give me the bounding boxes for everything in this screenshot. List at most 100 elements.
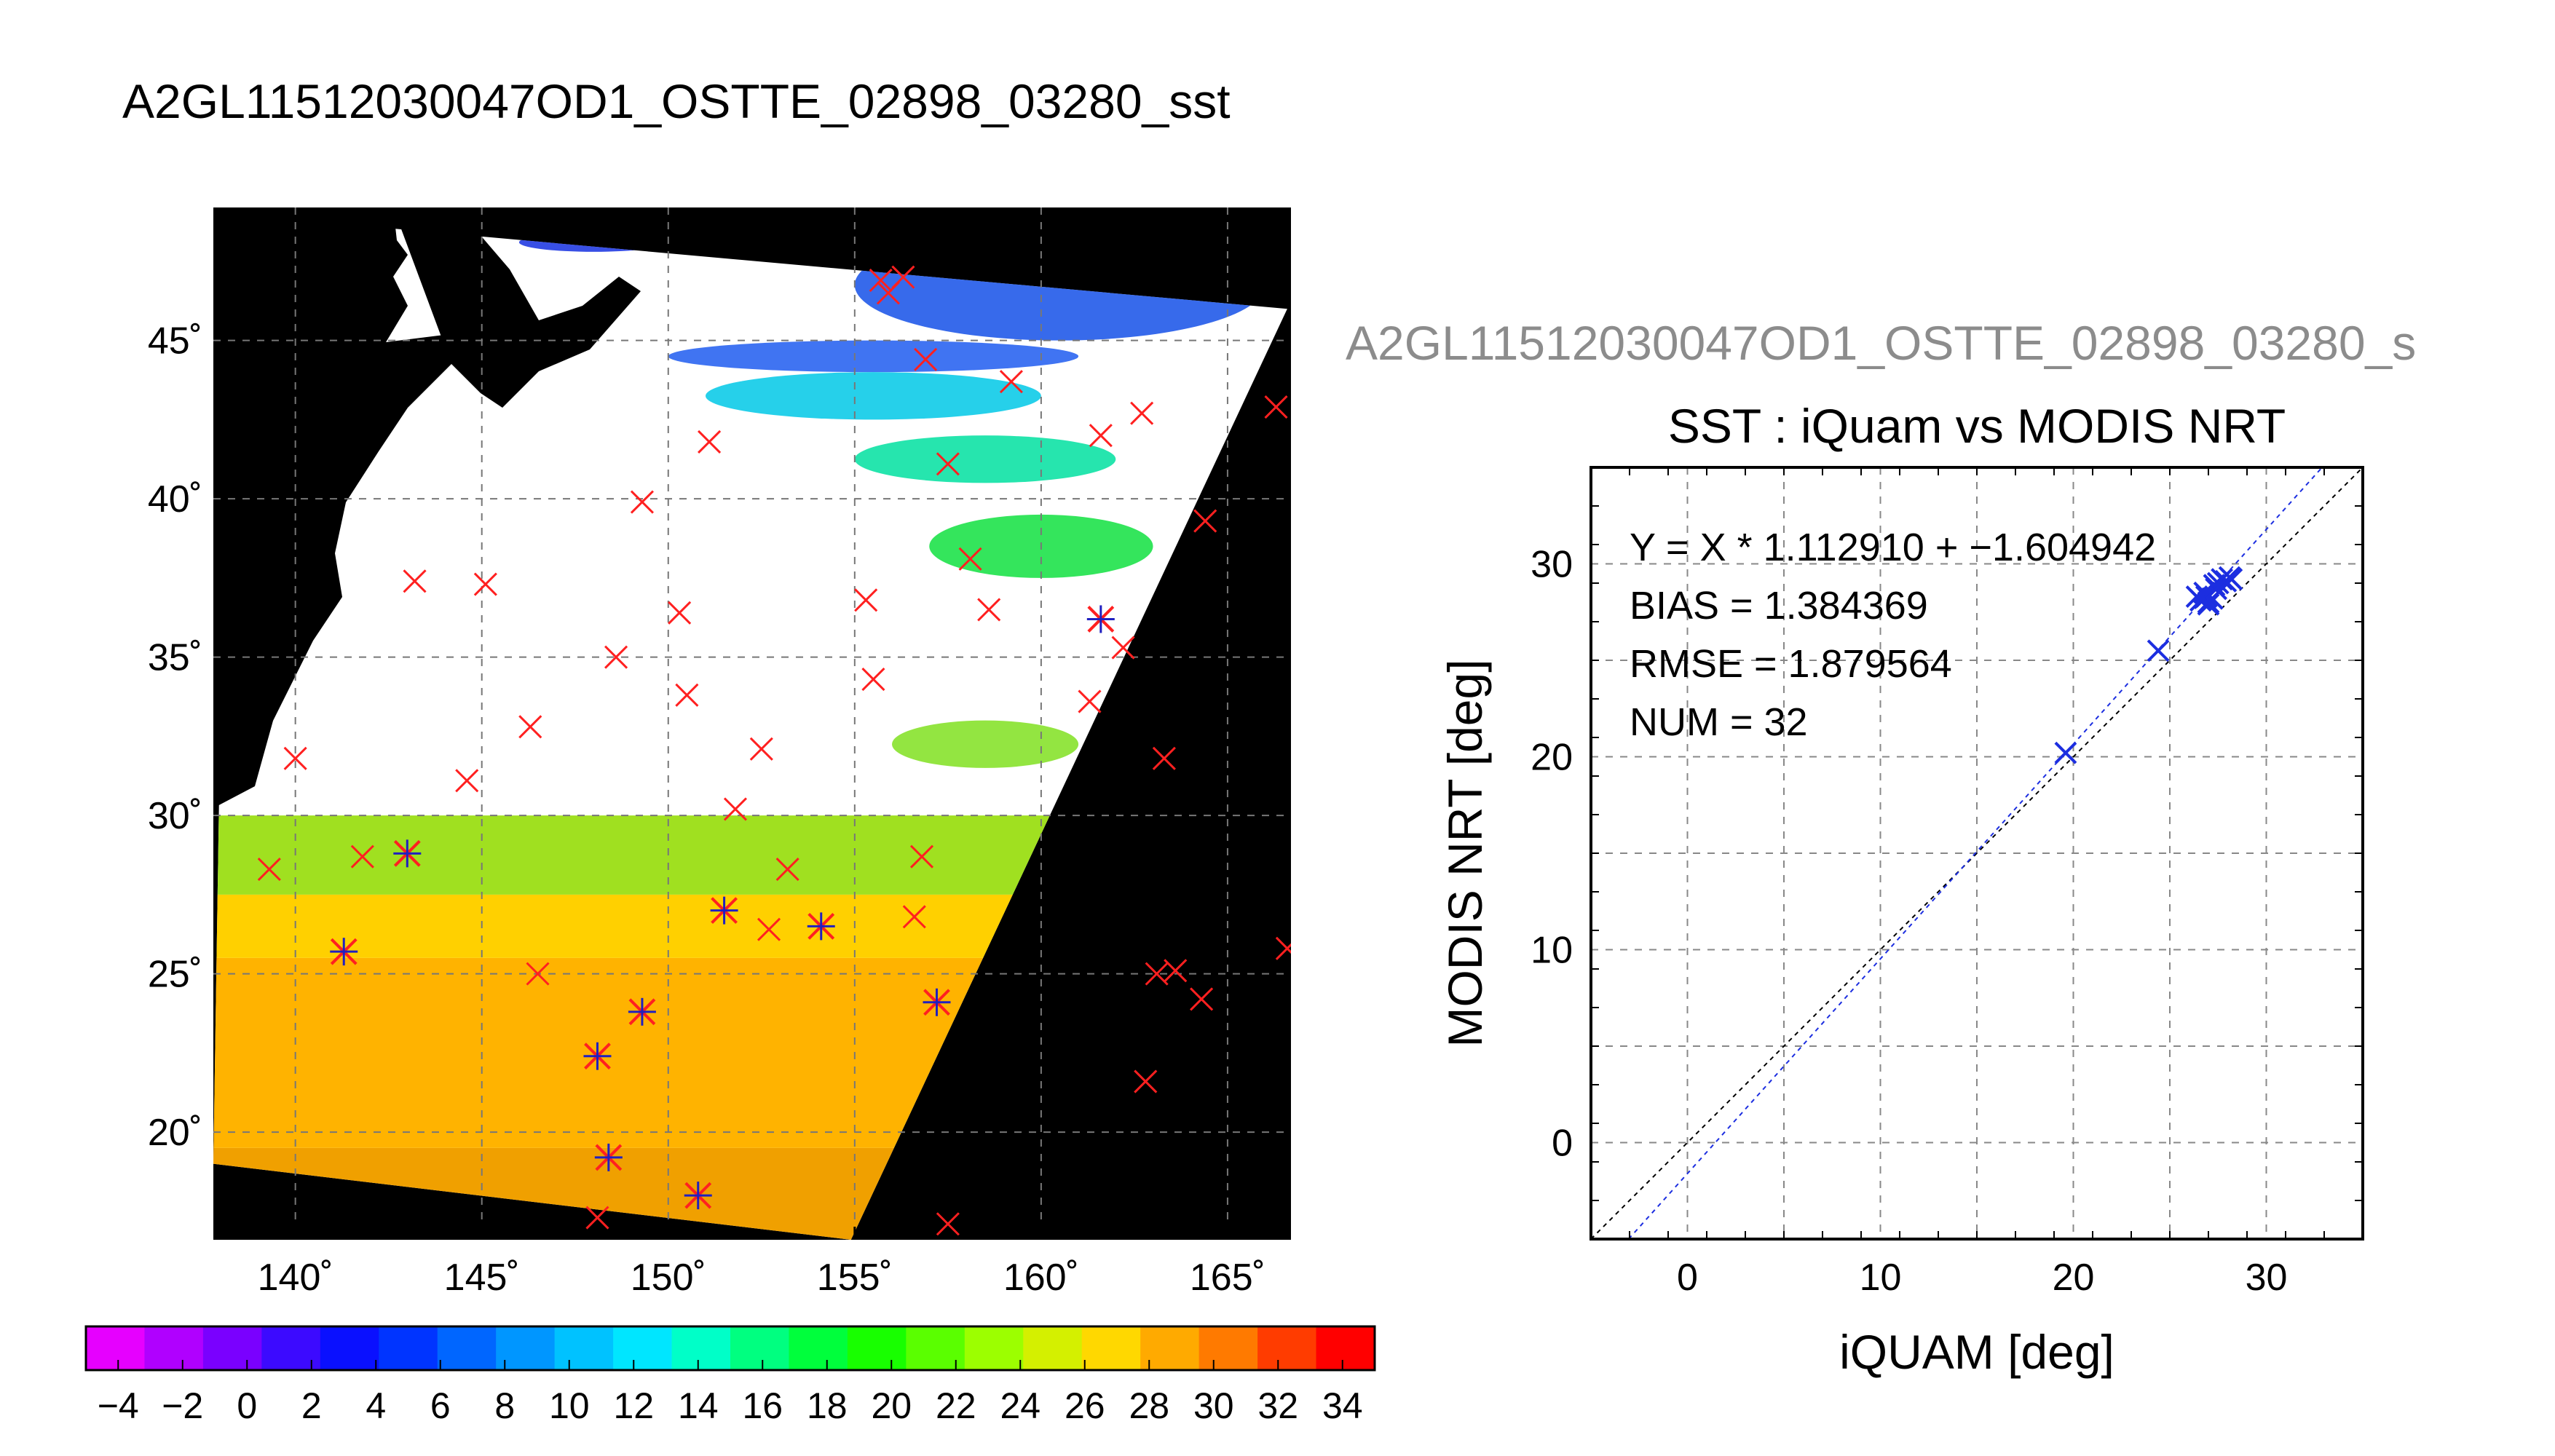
colorbar-swatch bbox=[964, 1326, 1024, 1370]
scatter-stat-line: Y = X * 1.112910 + −1.604942 bbox=[1630, 526, 2156, 569]
scatter-point bbox=[2054, 741, 2077, 764]
matchup-marker bbox=[350, 844, 374, 869]
matchup-marker bbox=[1152, 746, 1176, 770]
colorbar-label: 4 bbox=[366, 1385, 386, 1426]
matchup-marker bbox=[854, 588, 878, 612]
matchup-marker bbox=[1275, 936, 1291, 960]
map-grid bbox=[213, 207, 1291, 1240]
matchup-used-marker bbox=[594, 1143, 623, 1171]
map-ytick-label: 45˚ bbox=[148, 320, 202, 363]
map-ytick-label: 25˚ bbox=[148, 954, 202, 996]
scatter-ytick-label: 10 bbox=[1531, 930, 1573, 972]
matchup-used-marker bbox=[330, 938, 358, 966]
colorbar-label: 12 bbox=[613, 1385, 654, 1426]
matchup-marker bbox=[526, 962, 550, 986]
matchup-marker bbox=[1130, 401, 1154, 425]
matchup-used-marker bbox=[628, 997, 656, 1026]
colorbar-label: 14 bbox=[678, 1385, 719, 1426]
scatter-xtick-label: 0 bbox=[1677, 1257, 1698, 1299]
colorbar-swatch bbox=[379, 1326, 438, 1370]
colorbar-swatch bbox=[554, 1326, 615, 1370]
matchup-marker bbox=[958, 547, 982, 571]
colorbar-label: −4 bbox=[98, 1385, 139, 1426]
scatter-point bbox=[2205, 577, 2228, 601]
map-xtick-label: 160˚ bbox=[1003, 1257, 1079, 1299]
matchup-used-marker bbox=[923, 988, 951, 1016]
matchup-marker bbox=[1111, 636, 1135, 660]
page-title: A2GL11512030047OD1_OSTTE_02898_03280_sst bbox=[122, 74, 1231, 128]
matchup-marker bbox=[757, 917, 781, 941]
matchup-marker bbox=[902, 905, 926, 929]
colorbar-swatch bbox=[202, 1326, 263, 1370]
scatter-stat-line: RMSE = 1.879564 bbox=[1630, 642, 1952, 686]
colorbar-label: 2 bbox=[301, 1385, 322, 1426]
matchup-marker bbox=[585, 1206, 609, 1230]
sst-colorbar: −4 −2 0 2 4 6 8 10 12 14 16 18 20 22 24 26 28 30 32 34 bbox=[84, 1325, 1376, 1426]
scatter-stats: Y = X * 1.112910 + −1.604942 BIAS = 1.384… bbox=[1630, 526, 2156, 744]
sst-patch-5 bbox=[892, 720, 1079, 768]
colorbar-swatch bbox=[613, 1326, 673, 1370]
matchup-markers bbox=[257, 265, 1291, 1236]
matchup-used-marker bbox=[684, 1182, 712, 1210]
matchup-marker bbox=[1190, 987, 1214, 1011]
colorbar-swatch bbox=[789, 1326, 848, 1370]
matchup-marker bbox=[861, 668, 885, 692]
matchup-marker bbox=[977, 598, 1001, 622]
scatter-stat-line: NUM = 32 bbox=[1630, 700, 1808, 744]
sst-map-panel: 140˚ 145˚ 150˚ 155˚ 160˚ 165˚ 20˚ 25˚ 30˚ 35˚ 40˚ 4… bbox=[84, 207, 1376, 1426]
one-to-one-line bbox=[1590, 467, 2364, 1240]
matchup-marker bbox=[698, 430, 722, 454]
colorbar-swatch bbox=[730, 1326, 790, 1370]
matchup-marker bbox=[403, 569, 427, 593]
map-xtick-label: 150˚ bbox=[631, 1257, 706, 1299]
sst-patch-0 bbox=[668, 340, 1079, 373]
colorbar-swatch bbox=[671, 1326, 731, 1370]
matchup-marker bbox=[1089, 424, 1113, 448]
colorbar-label: 34 bbox=[1322, 1385, 1363, 1426]
map-axis-ticks: 140˚ 145˚ 150˚ 155˚ 160˚ 165˚ 20˚ 25˚ 30˚ 35˚ 40˚ 4… bbox=[148, 320, 1265, 1299]
matchup-marker bbox=[723, 797, 748, 821]
sst-patch-2 bbox=[705, 372, 1041, 420]
land-hokkaido bbox=[393, 207, 641, 408]
matchup-marker bbox=[869, 268, 893, 293]
map-xtick-label: 140˚ bbox=[258, 1257, 333, 1299]
scatter-xtick-label: 20 bbox=[2053, 1257, 2095, 1299]
matchup-used-marker bbox=[710, 896, 738, 925]
scatter-ytick-label: 0 bbox=[1552, 1123, 1573, 1165]
scatter-panel: A2GL11512030047OD1_OSTTE_02898_03280_s S… bbox=[1346, 316, 2416, 1379]
matchup-marker bbox=[1078, 689, 1102, 713]
map-ytick-label: 35˚ bbox=[148, 637, 202, 679]
scatter-title: SST : iQuam vs MODIS NRT bbox=[1668, 399, 2286, 453]
colorbar-label: 24 bbox=[1000, 1385, 1040, 1426]
matchup-marker bbox=[909, 844, 934, 869]
scatter-xlabel: iQUAM [deg] bbox=[1839, 1325, 2114, 1379]
colorbar-swatch bbox=[1081, 1326, 1142, 1370]
scatter-xtick-label: 30 bbox=[2246, 1257, 2288, 1299]
colorbar-swatch bbox=[496, 1326, 556, 1370]
matchup-marker bbox=[473, 572, 497, 596]
matchup-marker bbox=[936, 1212, 960, 1236]
matchup-marker bbox=[1264, 395, 1288, 419]
matchup-marker bbox=[257, 858, 281, 882]
matchup-marker bbox=[749, 737, 773, 761]
colorbar-swatch bbox=[320, 1326, 380, 1370]
matchup-marker bbox=[999, 370, 1023, 394]
colorbar-swatch bbox=[437, 1326, 497, 1370]
regression-line bbox=[1627, 467, 2323, 1240]
colorbar-label: −2 bbox=[162, 1385, 203, 1426]
colorbar-label: 26 bbox=[1065, 1385, 1105, 1426]
matchup-marker bbox=[675, 683, 699, 707]
colorbar-frame bbox=[84, 1325, 1376, 1372]
map-ytick-label: 40˚ bbox=[148, 478, 202, 521]
land-honshu bbox=[213, 207, 466, 808]
colorbar-label: 32 bbox=[1257, 1385, 1298, 1426]
scatter-point bbox=[2220, 568, 2243, 591]
matchup-marker bbox=[668, 601, 692, 625]
colorbar-swatch bbox=[1257, 1326, 1317, 1370]
colorbar-swatch bbox=[847, 1326, 907, 1370]
colorbar-label: 22 bbox=[936, 1385, 976, 1426]
scatter-subtitle: A2GL11512030047OD1_OSTTE_02898_03280_s bbox=[1346, 316, 2416, 370]
map-ytick-label: 20˚ bbox=[148, 1112, 202, 1154]
colorbar-swatch bbox=[144, 1326, 204, 1370]
